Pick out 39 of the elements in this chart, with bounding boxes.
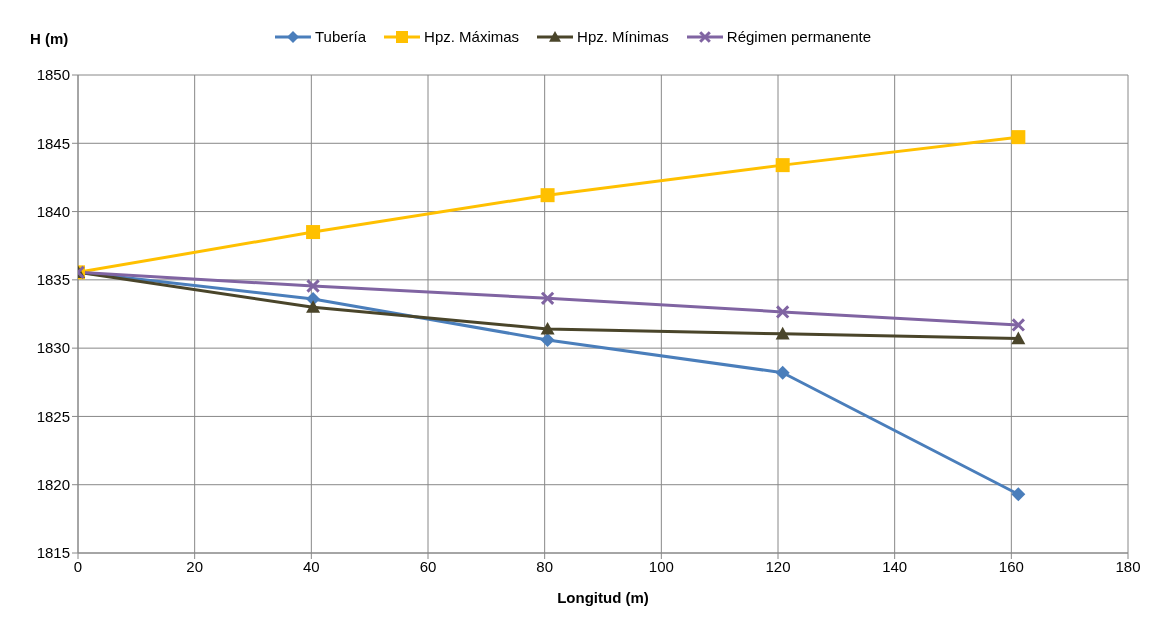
y-tick-label: 1830 (36, 339, 70, 357)
x-tick-label: 0 (73, 557, 83, 575)
x-tick-label: 80 (536, 557, 554, 575)
point (1011, 487, 1026, 502)
legend-label: Régimen permanente (726, 28, 872, 45)
point (305, 278, 321, 294)
y-tick-label: 1850 (36, 66, 70, 84)
point (540, 332, 555, 347)
point (1011, 317, 1026, 333)
x-tick-label: 20 (186, 557, 204, 575)
point (306, 300, 321, 313)
point (775, 365, 790, 380)
point (1011, 331, 1026, 345)
x-tick-label: 140 (882, 557, 908, 575)
x-tick-label: 120 (765, 557, 791, 575)
legend-label: Tubería (314, 28, 367, 45)
x-tick-label: 60 (419, 557, 437, 575)
point (775, 304, 790, 320)
point (775, 158, 790, 173)
point (775, 326, 790, 340)
x-axis-title: Longitud (m) (557, 589, 649, 606)
x-tick-label: 100 (648, 557, 674, 575)
y-axis-title: H (m) (30, 30, 69, 47)
legend-label: Hpz. Mínimas (577, 28, 669, 45)
y-tick-label: 1835 (36, 271, 70, 289)
y-tick-label: 1825 (36, 407, 70, 425)
x-tick-label: 180 (1115, 557, 1141, 575)
legend-label: Hpz. Máximas (424, 28, 520, 45)
y-tick-label: 1845 (36, 134, 70, 152)
point (540, 188, 555, 203)
x-tick-label: 160 (998, 557, 1024, 575)
y-tick-label: 1820 (36, 476, 70, 494)
point (306, 225, 321, 240)
point (540, 291, 555, 306)
y-tick-label: 1840 (36, 202, 70, 220)
point (1011, 130, 1026, 145)
y-tick-label: 1815 (36, 544, 70, 562)
x-tick-label: 40 (302, 557, 320, 575)
point (540, 322, 555, 335)
